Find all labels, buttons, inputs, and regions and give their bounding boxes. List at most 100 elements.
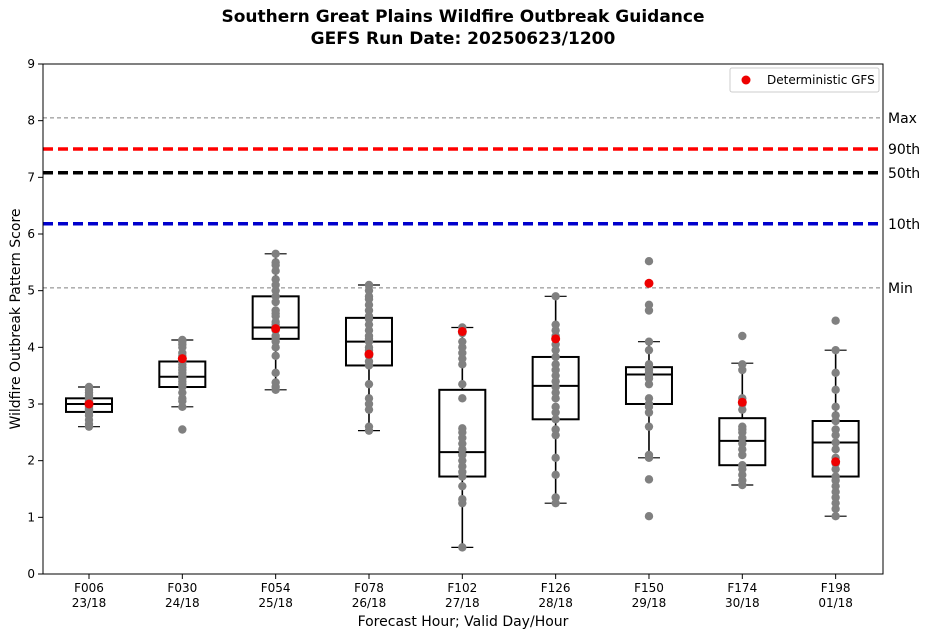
ensemble-member-point xyxy=(831,316,840,325)
y-tick-label: 4 xyxy=(27,340,35,354)
y-tick-label: 8 xyxy=(27,114,35,128)
ensemble-member-point xyxy=(364,280,374,290)
deterministic-gfs-point xyxy=(457,326,467,336)
reference-label-90th: 90th xyxy=(888,142,920,158)
ensemble-member-point xyxy=(364,394,374,403)
reference-label-50th: 50th xyxy=(888,166,920,182)
y-tick-label: 0 xyxy=(27,567,35,581)
ensemble-member-point xyxy=(271,249,280,259)
ensemble-member-point xyxy=(831,472,840,481)
ensemble-member-point xyxy=(458,424,467,433)
ensemble-member-point xyxy=(551,292,560,301)
plot-frame xyxy=(42,63,884,575)
ensemble-member-point xyxy=(738,360,747,369)
ensemble-member-point xyxy=(831,402,840,412)
x-tick-label-valid: 25/18 xyxy=(258,596,293,610)
ensemble-member-point xyxy=(458,379,467,389)
ensemble-member-point xyxy=(458,495,467,504)
ensemble-member-point xyxy=(551,352,560,362)
ensemble-member-point xyxy=(644,257,654,266)
chart-title: Southern Great Plains Wildfire Outbreak … xyxy=(222,7,705,27)
x-tick-label-valid: 23/18 xyxy=(72,596,107,610)
x-tick-label-hour: F006 xyxy=(74,581,104,595)
ensemble-member-point xyxy=(644,345,654,355)
ensemble-member-point xyxy=(364,422,374,431)
ensemble-member-point xyxy=(644,512,654,521)
ensemble-member-point xyxy=(738,331,747,341)
deterministic-gfs-point xyxy=(831,457,841,467)
x-tick-label-valid: 27/18 xyxy=(445,596,480,610)
ensemble-member-point xyxy=(551,415,560,424)
ensemble-member-point xyxy=(178,335,187,345)
x-tick-label-hour: F078 xyxy=(354,581,384,595)
deterministic-gfs-point xyxy=(737,397,747,407)
deterministic-gfs-point xyxy=(177,354,187,364)
ensemble-member-point xyxy=(644,360,654,369)
deterministic-gfs-point xyxy=(84,399,94,409)
ensemble-member-point xyxy=(831,411,840,420)
ensemble-member-point xyxy=(458,543,467,552)
ensemble-member-point xyxy=(271,275,280,284)
ensemble-member-point xyxy=(271,351,280,361)
legend-frame xyxy=(729,67,880,93)
ensemble-member-point xyxy=(644,422,654,431)
ensemble-member-point xyxy=(364,379,374,389)
x-tick-label-hour: F150 xyxy=(634,581,664,595)
ensemble-member-point xyxy=(644,475,654,484)
ensemble-member-point xyxy=(644,394,654,403)
ensemble-member-point xyxy=(644,450,654,460)
x-tick-label-hour: F054 xyxy=(261,581,291,595)
y-tick-label: 7 xyxy=(27,170,35,184)
ensemble-member-point xyxy=(831,425,840,434)
ensemble-member-point xyxy=(644,300,654,310)
deterministic-gfs-point xyxy=(551,334,561,344)
x-tick-label-hour: F174 xyxy=(727,581,757,595)
x-tick-label-valid: 26/18 xyxy=(352,596,387,610)
y-tick-label: 1 xyxy=(27,510,35,524)
y-tick-label: 9 xyxy=(27,57,35,71)
chart-subtitle: GEFS Run Date: 20250623/1200 xyxy=(311,29,616,49)
x-axis-label: Forecast Hour; Valid Day/Hour xyxy=(358,614,569,630)
ensemble-member-point xyxy=(551,320,560,329)
y-tick-label: 2 xyxy=(27,454,35,468)
ensemble-member-point xyxy=(831,438,840,447)
reference-label-min: Min xyxy=(888,281,913,297)
ensemble-member-point xyxy=(551,493,560,502)
ensemble-member-point xyxy=(738,422,747,431)
deterministic-gfs-point xyxy=(271,324,281,334)
x-tick-label-hour: F126 xyxy=(541,581,571,595)
x-tick-label-hour: F198 xyxy=(821,581,851,595)
ensemble-member-point xyxy=(831,512,840,521)
x-tick-label-valid: 29/18 xyxy=(632,596,667,610)
x-tick-label-hour: F030 xyxy=(167,581,197,595)
ensemble-member-point xyxy=(644,337,654,346)
ensemble-member-point xyxy=(458,337,467,346)
reference-label-10th: 10th xyxy=(888,217,920,233)
y-tick-label: 5 xyxy=(27,284,35,298)
reference-label-max: Max xyxy=(888,111,917,127)
ensemble-member-point xyxy=(551,360,560,369)
ensemble-member-point xyxy=(178,425,187,434)
y-tick-label: 6 xyxy=(27,227,35,241)
ensemble-member-point xyxy=(831,345,840,355)
x-tick-label-hour: F102 xyxy=(447,581,477,595)
deterministic-gfs-point xyxy=(364,349,374,359)
ensemble-member-point xyxy=(271,306,280,315)
deterministic-gfs-point xyxy=(644,278,654,288)
ensemble-member-point xyxy=(831,385,840,395)
ensemble-member-point xyxy=(551,453,560,463)
ensemble-member-point xyxy=(738,461,747,470)
ensemble-member-point xyxy=(458,481,467,491)
ensemble-member-point xyxy=(84,382,94,392)
legend-label-deterministic: Deterministic GFS xyxy=(767,73,875,87)
x-tick-label-valid: 28/18 xyxy=(538,596,573,610)
ensemble-member-point xyxy=(551,402,560,412)
x-tick-label-valid: 30/18 xyxy=(725,596,760,610)
ensemble-member-point xyxy=(271,258,280,267)
ensemble-member-point xyxy=(831,368,840,378)
legend: Deterministic GFS xyxy=(729,67,880,93)
y-tick-label: 3 xyxy=(27,397,35,411)
ensemble-member-point xyxy=(831,445,840,454)
